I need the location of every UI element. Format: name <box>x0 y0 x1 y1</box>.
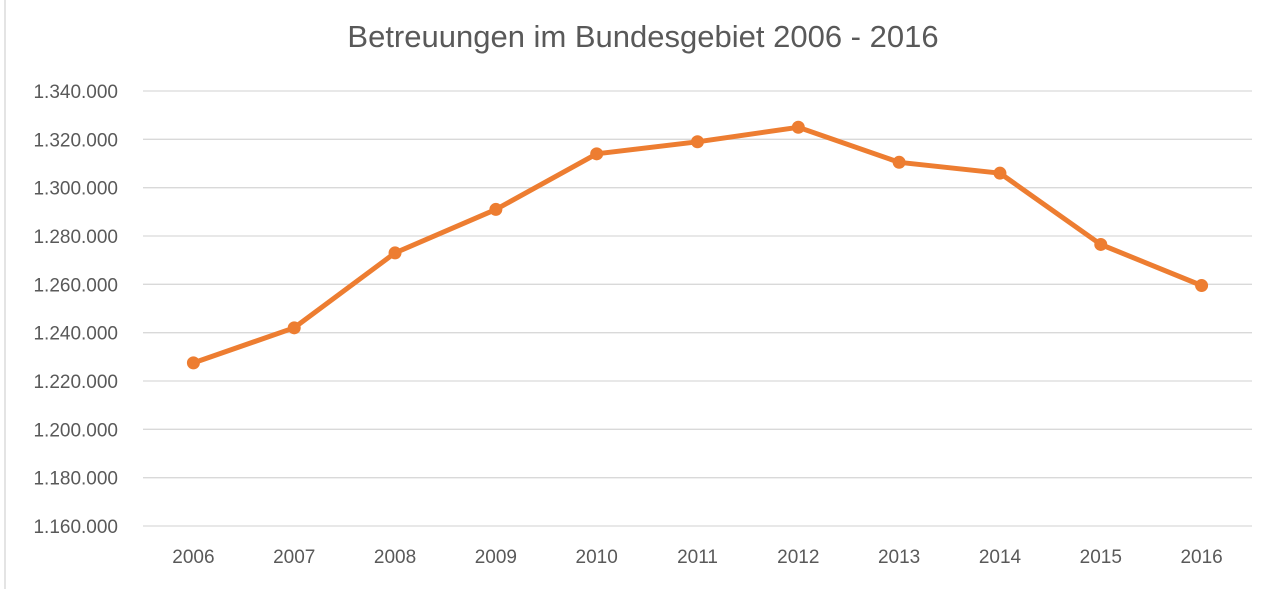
y-tick-label: 1.220.000 <box>33 372 118 393</box>
data-point <box>388 246 402 260</box>
data-point <box>993 166 1007 180</box>
data-point <box>1195 279 1209 293</box>
data-point <box>892 155 906 169</box>
series-line <box>190 124 1205 366</box>
x-axis-labels: 2006 2007 2008 2009 2010 2011 2012 2013 2014 2015… <box>172 547 1222 568</box>
y-tick-label: 1.240.000 <box>33 324 118 345</box>
y-tick-label: 1.200.000 <box>33 420 118 441</box>
series-layer <box>186 120 1209 370</box>
y-tick-label: 1.260.000 <box>33 275 118 296</box>
x-tick-label: 2012 <box>777 547 819 568</box>
y-axis-labels: 1.160.000 1.180.000 1.200.000 1.220.000 1.24… <box>33 82 118 538</box>
x-tick-label: 2016 <box>1180 547 1222 568</box>
x-tick-label: 2009 <box>475 547 517 568</box>
data-point <box>590 147 604 161</box>
y-tick-label: 1.340.000 <box>33 82 118 103</box>
y-tick-label: 1.300.000 <box>33 179 118 200</box>
x-tick-label: 2013 <box>878 547 920 568</box>
data-point <box>1094 237 1108 251</box>
x-tick-label: 2015 <box>1080 547 1122 568</box>
data-point <box>691 135 704 149</box>
x-tick-label: 2014 <box>979 547 1022 568</box>
data-point <box>287 321 301 335</box>
chart-title: Betreuungen im Bundesgebiet 2006 - 2016 <box>347 19 938 54</box>
y-tick-label: 1.280.000 <box>33 227 118 248</box>
y-tick-label: 1.180.000 <box>33 469 118 490</box>
y-tick-label: 1.320.000 <box>33 130 118 151</box>
x-tick-label: 2006 <box>172 547 214 568</box>
x-tick-label: 2008 <box>374 547 416 568</box>
grid-layer <box>143 90 1252 527</box>
data-point <box>791 120 805 134</box>
data-point <box>489 202 503 216</box>
data-point <box>186 356 200 370</box>
x-tick-label: 2011 <box>677 547 718 568</box>
x-tick-label: 2010 <box>576 547 618 568</box>
x-tick-label: 2007 <box>273 547 315 568</box>
y-tick-label: 1.160.000 <box>33 517 118 538</box>
